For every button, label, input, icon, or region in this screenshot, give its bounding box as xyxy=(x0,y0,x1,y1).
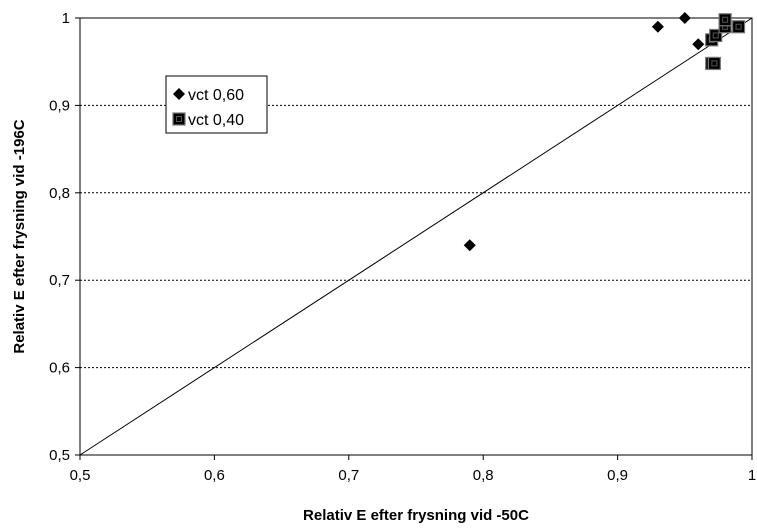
legend-square-icon xyxy=(172,112,186,126)
y-tick-label: 0,7 xyxy=(49,272,70,289)
x-tick-label: 0,9 xyxy=(607,467,628,484)
reference-line-group xyxy=(79,17,753,456)
square-point xyxy=(731,20,746,34)
square-point xyxy=(718,13,732,27)
reference-line xyxy=(79,17,753,456)
gridlines xyxy=(80,17,752,369)
square-point-inner xyxy=(711,60,718,67)
legend-square-icon-inner xyxy=(176,116,182,122)
x-tick-label: 1 xyxy=(748,467,756,484)
y-tick-label: 0,5 xyxy=(49,447,70,464)
legend-box xyxy=(165,75,268,134)
square-point-inner xyxy=(735,23,742,30)
diamond-point xyxy=(651,20,664,33)
y-tick-label: 0,6 xyxy=(49,360,70,377)
axis-ticks: 0,5 0,6 0,7 0,8 0,9 1 0,5 0,6 0,7 0,8 0,9 1 xyxy=(49,10,756,484)
legend-diamond-icon xyxy=(173,88,185,100)
data-markers xyxy=(463,12,746,252)
square-point-inner xyxy=(712,32,719,39)
y-tick-label: 0,8 xyxy=(49,185,70,202)
x-axis-title: Relativ E efter frysning vid -50C xyxy=(303,507,529,524)
square-point-inner xyxy=(722,16,729,23)
square-point xyxy=(707,56,721,71)
legend: vct 0,60 vct 0,40 xyxy=(165,75,268,134)
diamond-point xyxy=(692,38,705,51)
legend-label: vct 0,40 xyxy=(188,112,244,129)
x-tick-label: 0,5 xyxy=(70,467,91,484)
x-tick-label: 0,8 xyxy=(473,467,494,484)
y-tick-label: 0,9 xyxy=(49,97,70,114)
plot-area-frame xyxy=(79,17,753,456)
x-tick-label: 0,6 xyxy=(204,467,225,484)
y-axis-title: Relativ E efter frysning vid -196C xyxy=(11,119,28,353)
x-tick-label: 0,7 xyxy=(338,467,359,484)
legend-label: vct 0,60 xyxy=(188,87,244,104)
y-tick-label: 1 xyxy=(62,10,70,27)
diamond-point xyxy=(463,239,476,252)
diamond-point xyxy=(678,12,691,24)
